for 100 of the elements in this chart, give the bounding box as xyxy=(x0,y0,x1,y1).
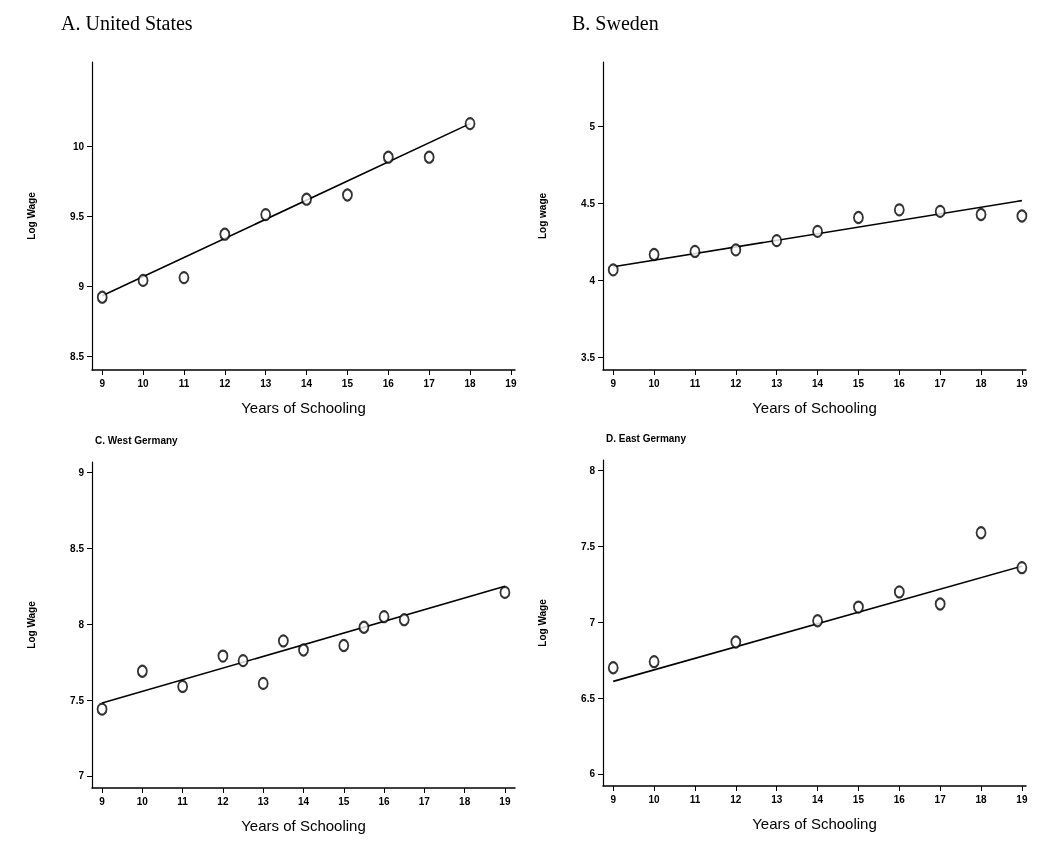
y-tick-label: 9 xyxy=(78,467,85,479)
x-tick-label: 16 xyxy=(893,377,906,389)
chart-title: A. United States xyxy=(61,12,193,34)
x-axis-title: Years of Schooling xyxy=(752,399,877,416)
y-tick-label: 4.5 xyxy=(581,198,596,210)
x-tick-label: 12 xyxy=(219,377,231,389)
x-tick-label: 15 xyxy=(852,793,865,805)
point xyxy=(771,234,783,248)
y-axis-title: Log Wage xyxy=(25,600,37,649)
x-tick-label: 11 xyxy=(177,795,189,807)
x-axis-title: Years of Schooling xyxy=(752,815,877,832)
point xyxy=(934,597,946,611)
point xyxy=(257,676,269,690)
y-tick-label: 5 xyxy=(589,121,596,133)
point xyxy=(378,610,390,624)
x-tick-label: 12 xyxy=(730,793,742,805)
x-tick-label: 12 xyxy=(217,795,229,807)
point xyxy=(934,204,946,218)
point xyxy=(217,649,229,663)
y-tick-label: 10 xyxy=(72,140,85,152)
y-tick-label: 8.5 xyxy=(70,350,85,362)
y-tick-label: 7.5 xyxy=(581,540,596,552)
x-axis-title: Years of Schooling xyxy=(241,817,366,834)
x-tick-label: 10 xyxy=(137,377,150,389)
point xyxy=(338,638,350,652)
point xyxy=(648,248,660,261)
point xyxy=(1016,561,1028,575)
point xyxy=(730,635,742,649)
x-tick-label: 18 xyxy=(464,377,477,389)
x-tick-label: 19 xyxy=(505,377,517,389)
x-tick-label: 18 xyxy=(975,377,988,389)
x-tick-label: 18 xyxy=(975,793,988,805)
point xyxy=(398,613,410,627)
y-tick-label: 9 xyxy=(78,280,85,292)
x-tick-label: 10 xyxy=(648,377,661,389)
point xyxy=(277,634,289,648)
x-tick-label: 18 xyxy=(459,795,471,807)
x-tick-label: 14 xyxy=(812,793,824,805)
point xyxy=(812,614,824,628)
x-tick-label: 13 xyxy=(257,795,270,807)
x-tick-label: 11 xyxy=(689,377,701,389)
point xyxy=(382,150,394,164)
point xyxy=(237,654,249,668)
x-tick-label: 10 xyxy=(136,795,149,807)
x-tick-label: 19 xyxy=(1016,793,1028,805)
x-axis-title: Years of Schooling xyxy=(241,399,366,416)
y-tick-label: 7 xyxy=(589,616,596,628)
point xyxy=(219,227,231,241)
x-tick-label: 19 xyxy=(499,795,511,807)
y-axis-title: Log Wage xyxy=(536,598,548,647)
y-tick-label: 8 xyxy=(589,465,596,477)
x-tick-label: 13 xyxy=(260,377,272,389)
y-tick-label: 6 xyxy=(589,768,596,780)
point xyxy=(137,273,149,287)
y-axis-title: Log Wage xyxy=(25,191,37,240)
x-tick-label: 16 xyxy=(378,795,391,807)
point xyxy=(975,207,987,221)
point xyxy=(96,702,108,716)
point xyxy=(607,661,619,675)
point xyxy=(423,150,435,164)
y-tick-label: 8 xyxy=(78,618,85,630)
chart-title: B. Sweden xyxy=(572,12,659,34)
x-tick-label: 19 xyxy=(1016,377,1028,389)
point xyxy=(607,263,619,277)
y-tick-label: 7 xyxy=(78,770,85,782)
x-tick-label: 16 xyxy=(893,793,906,805)
x-tick-label: 9 xyxy=(610,793,617,805)
point xyxy=(136,664,148,678)
x-tick-label: 15 xyxy=(338,795,350,807)
x-tick-label: 11 xyxy=(178,377,190,389)
point xyxy=(730,243,742,257)
x-tick-label: 14 xyxy=(301,377,313,389)
point xyxy=(812,224,824,238)
x-tick-label: 12 xyxy=(730,377,742,389)
point xyxy=(341,188,353,202)
x-tick-label: 14 xyxy=(297,795,310,807)
x-tick-label: 17 xyxy=(423,377,436,389)
x-tick-label: 11 xyxy=(689,793,701,805)
point xyxy=(852,211,864,225)
x-tick-label: 13 xyxy=(771,793,783,805)
y-tick-label: 3.5 xyxy=(581,352,596,364)
point xyxy=(648,655,660,669)
x-tick-label: 15 xyxy=(852,377,865,389)
point xyxy=(852,600,864,614)
point xyxy=(893,203,905,217)
point xyxy=(975,526,987,540)
x-tick-label: 9 xyxy=(99,795,106,807)
point xyxy=(96,290,108,304)
point xyxy=(464,117,476,131)
point xyxy=(1016,209,1028,223)
chart-title: C. West Germany xyxy=(95,434,179,446)
point xyxy=(178,271,190,285)
x-tick-label: 10 xyxy=(648,793,661,805)
point xyxy=(260,208,272,222)
y-tick-label: 7.5 xyxy=(70,694,85,706)
point xyxy=(301,192,313,206)
x-tick-label: 9 xyxy=(610,377,617,389)
y-tick-label: 9.5 xyxy=(70,210,85,222)
x-tick-label: 13 xyxy=(771,377,783,389)
x-tick-label: 17 xyxy=(934,793,947,805)
